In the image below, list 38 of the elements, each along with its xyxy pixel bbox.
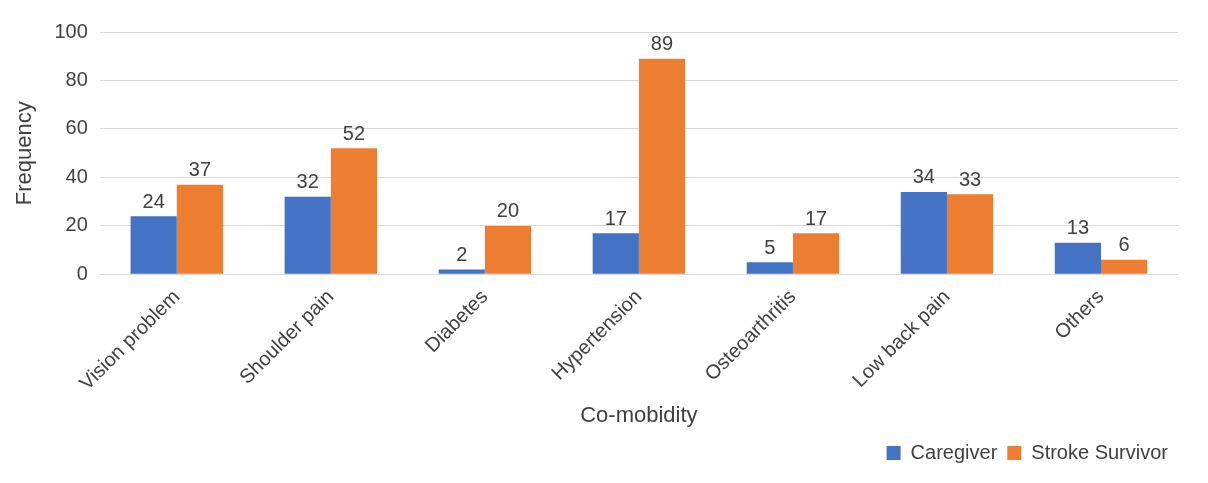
bar (792, 233, 840, 274)
bar (900, 191, 947, 274)
y-tick-label: 40 (65, 164, 88, 187)
legend-label: Caregiver (910, 440, 998, 463)
data-label: 2 (456, 243, 468, 266)
bar (438, 269, 485, 274)
x-axis-title: Co-mobidity (580, 401, 698, 427)
bar (330, 148, 378, 274)
bar (1100, 259, 1148, 274)
y-tick-label: 80 (65, 67, 88, 90)
data-label: 32 (296, 170, 319, 193)
data-label: 17 (604, 206, 627, 229)
y-tick-label: 60 (65, 116, 88, 139)
data-label: 6 (1118, 233, 1130, 256)
data-label: 17 (804, 206, 828, 229)
bar (638, 58, 686, 274)
data-label: 24 (142, 189, 165, 212)
bar (1054, 242, 1101, 274)
data-label: 52 (342, 121, 366, 144)
data-label: 33 (958, 167, 982, 190)
bar (176, 184, 223, 274)
y-axis-title: Frequency (11, 101, 37, 206)
data-label: 13 (1066, 216, 1089, 239)
data-label: 37 (188, 158, 212, 181)
data-label: 34 (912, 165, 935, 188)
bar (746, 262, 793, 274)
y-tick-label: 100 (54, 19, 88, 42)
bar (130, 216, 177, 274)
legend-label: Stroke Survivor (1031, 440, 1169, 463)
data-label: 20 (496, 199, 520, 222)
data-label: 89 (650, 32, 674, 55)
bar (946, 194, 994, 274)
bar (484, 225, 532, 274)
y-tick-label: 0 (76, 261, 88, 284)
y-tick-label: 20 (65, 213, 88, 236)
bar (592, 233, 639, 274)
bar (284, 196, 331, 274)
data-label: 5 (764, 235, 776, 258)
